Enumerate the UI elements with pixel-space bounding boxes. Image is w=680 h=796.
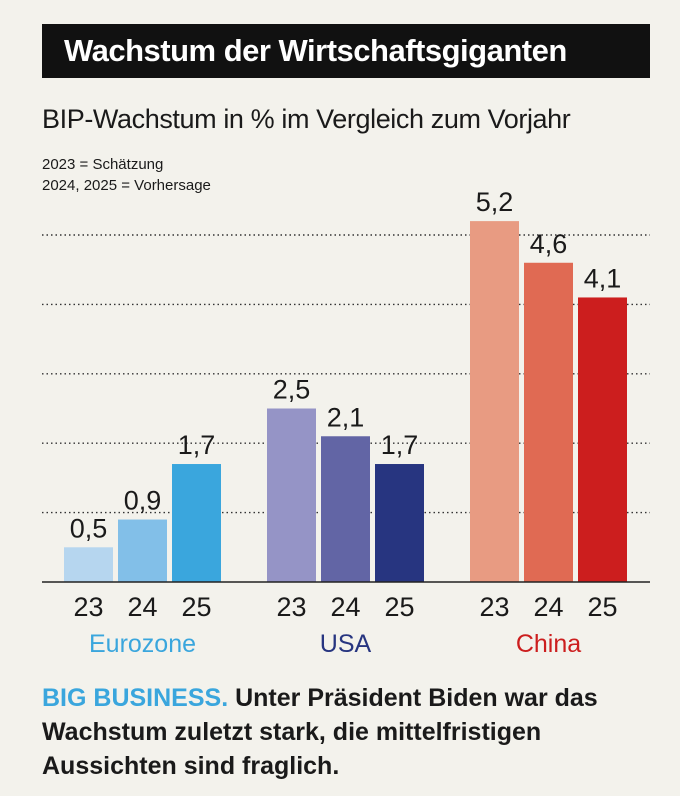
x-tick-label: 23 xyxy=(479,592,509,622)
group-label: Eurozone xyxy=(89,630,196,658)
x-tick-label: 25 xyxy=(384,592,414,622)
x-tick-label: 25 xyxy=(587,592,617,622)
x-tick-label: 23 xyxy=(276,592,306,622)
note-forecast: 2024, 2025 = Vorhersage xyxy=(42,177,211,194)
bar xyxy=(321,436,370,582)
footer-text: BIG BUSINESS. Unter Präsident Biden war … xyxy=(42,681,662,783)
bar xyxy=(64,547,113,582)
bar xyxy=(578,297,627,582)
data-label: 0,5 xyxy=(70,513,108,543)
bar xyxy=(172,464,221,582)
bar xyxy=(267,408,316,582)
footer-body: Unter Präsident Biden war das Wachstum z… xyxy=(42,684,598,780)
note-estimate: 2023 = Schätzung xyxy=(42,156,164,173)
x-tick-label: 24 xyxy=(330,592,360,622)
bar xyxy=(375,464,424,582)
data-label: 1,7 xyxy=(381,430,419,460)
x-tick-label: 25 xyxy=(181,592,211,622)
data-label: 5,2 xyxy=(476,187,514,217)
chart-title: Wachstum der Wirtschaftsgiganten xyxy=(42,24,650,78)
bar xyxy=(118,519,167,582)
data-label: 2,5 xyxy=(273,375,311,405)
data-label: 4,1 xyxy=(584,263,622,293)
group-label: USA xyxy=(320,630,372,658)
data-label: 0,9 xyxy=(124,486,162,516)
footer-kicker: BIG BUSINESS. xyxy=(42,684,229,712)
x-tick-label: 23 xyxy=(73,592,103,622)
data-label: 1,7 xyxy=(178,430,216,460)
group-label: China xyxy=(516,630,581,658)
data-label: 4,6 xyxy=(530,229,568,259)
bar xyxy=(524,262,573,582)
chart-subtitle: BIP-Wachstum in % im Vergleich zum Vorja… xyxy=(42,104,571,134)
x-tick-label: 24 xyxy=(533,592,563,622)
bar xyxy=(470,221,519,582)
data-label: 2,1 xyxy=(327,402,365,432)
x-tick-label: 24 xyxy=(127,592,157,622)
